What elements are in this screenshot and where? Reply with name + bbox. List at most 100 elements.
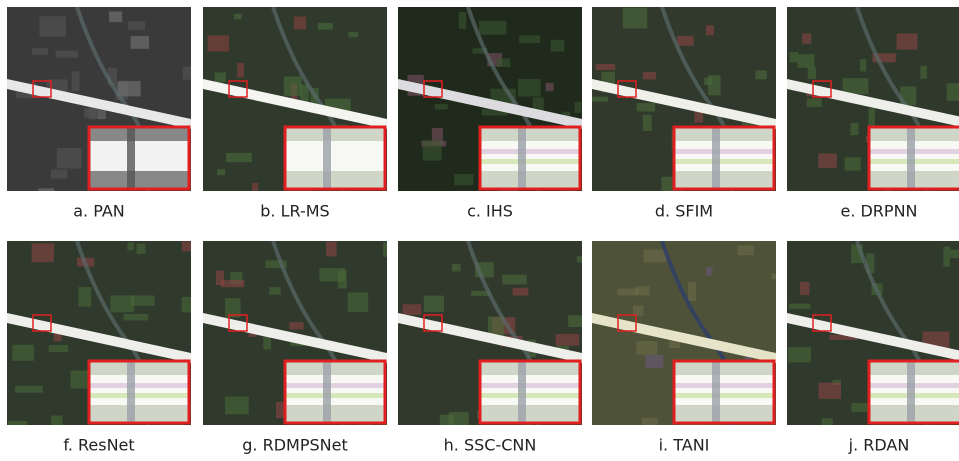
field-patch (84, 108, 105, 117)
field-patch (592, 97, 608, 102)
caption: b. LR-MS (260, 202, 329, 221)
field-patch (738, 246, 754, 256)
field-patch (131, 36, 149, 49)
field-patch (850, 123, 858, 135)
zoom-bridge (907, 127, 915, 189)
field-patch (454, 174, 473, 185)
caption: e. DRPNN (840, 202, 917, 221)
image-panel (203, 7, 387, 197)
zoom-bridge (323, 127, 331, 189)
field-patch (8, 421, 28, 430)
zoom-band (89, 383, 189, 388)
field-patch (32, 48, 48, 54)
field-patch (109, 11, 122, 22)
field-patch (459, 12, 466, 29)
field-patch (182, 241, 195, 251)
field-patch (124, 314, 149, 321)
field-patch (575, 102, 582, 113)
zoom-road (285, 375, 385, 405)
zoom-road (674, 141, 774, 171)
zoom-band (480, 383, 580, 388)
field-patch (677, 36, 694, 46)
zoom-band (480, 393, 580, 398)
field-patch (818, 383, 841, 399)
field-patch (78, 287, 91, 307)
image-panel (203, 241, 395, 430)
field-patch (449, 412, 469, 432)
field-patch (269, 287, 280, 295)
field-patch (57, 148, 82, 168)
field-patch (49, 345, 68, 352)
field-patch (183, 67, 199, 80)
field-patch (617, 289, 638, 296)
zoom-band (674, 159, 774, 164)
field-patch (802, 33, 811, 43)
caption: i. TANI (659, 436, 710, 455)
field-patch (318, 23, 333, 30)
field-patch (118, 81, 141, 96)
zoom-band (285, 393, 385, 398)
field-patch (706, 25, 714, 35)
zoom-road (480, 375, 580, 405)
field-patch (643, 250, 666, 263)
field-patch (633, 305, 643, 315)
caption: g. RDMPSNet (242, 436, 347, 455)
field-patch (338, 270, 347, 288)
field-patch (110, 295, 134, 312)
field-patch (897, 33, 918, 49)
field-patch (131, 295, 155, 305)
field-patch (284, 76, 302, 95)
field-patch (643, 72, 656, 80)
zoom-band (285, 383, 385, 388)
zoom-band (480, 159, 580, 164)
field-patch (497, 58, 511, 67)
field-patch (869, 108, 875, 126)
image-panel (7, 7, 200, 197)
field-patch (137, 244, 146, 254)
image-panel (398, 241, 601, 433)
caption: c. IHS (467, 202, 513, 221)
field-patch (643, 115, 652, 131)
field-patch (789, 304, 810, 309)
field-patch (808, 67, 816, 79)
field-patch (755, 70, 766, 79)
field-patch (818, 153, 837, 167)
field-patch (636, 341, 657, 355)
field-patch (706, 267, 713, 275)
field-patch (61, 425, 67, 430)
field-patch (596, 64, 616, 70)
field-patch (943, 247, 950, 267)
image-panel (592, 7, 785, 197)
caption: a. PAN (73, 202, 125, 221)
field-patch (842, 78, 868, 94)
caption: d. SFIM (655, 202, 713, 221)
field-patch (771, 274, 780, 279)
field-patch (383, 242, 391, 257)
field-patch (348, 32, 358, 37)
field-patch (51, 170, 67, 179)
field-patch (502, 275, 526, 285)
field-patch (860, 59, 866, 71)
caption: h. SSC-CNN (444, 436, 537, 455)
zoom-road (674, 375, 774, 405)
image-panel (787, 241, 959, 438)
field-patch (127, 242, 133, 250)
field-patch (452, 264, 461, 272)
field-patch (637, 103, 656, 111)
image-panel (787, 7, 959, 191)
field-patch (215, 72, 226, 82)
field-patch (950, 250, 959, 258)
field-patch (568, 315, 592, 327)
field-patch (15, 386, 43, 393)
figure: a. PANb. LR-MSc. IHSd. SFIMe. DRPNNf. Re… (0, 0, 959, 461)
field-patch (513, 288, 529, 296)
zoom-band (89, 393, 189, 398)
field-patch (688, 282, 696, 301)
field-patch (234, 14, 242, 19)
field-patch (39, 16, 66, 37)
field-patch (72, 71, 80, 91)
field-patch (12, 345, 34, 361)
field-patch (435, 104, 448, 109)
image-panel (398, 7, 582, 207)
field-patch (920, 66, 927, 79)
